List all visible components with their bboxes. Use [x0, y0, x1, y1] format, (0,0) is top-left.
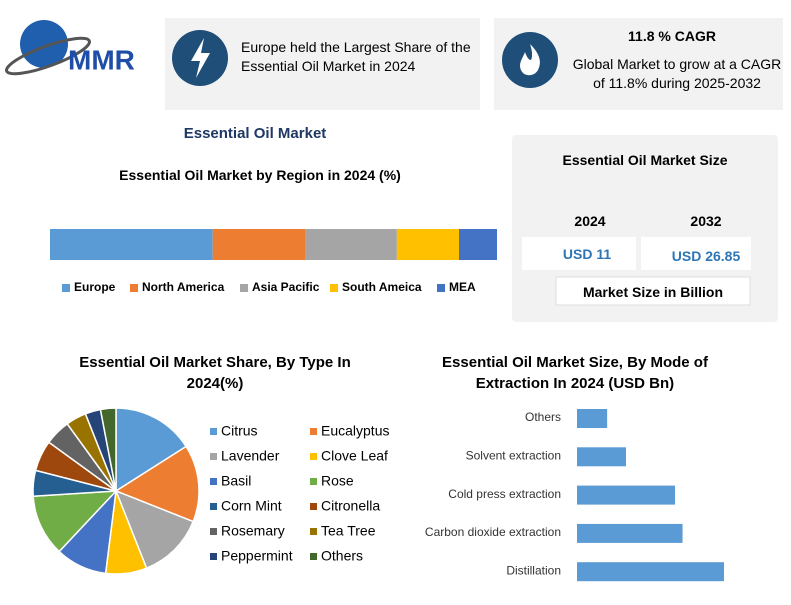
year: 2024 [574, 213, 606, 229]
legend-swatch [130, 284, 138, 292]
main-title: Essential Oil Market [183, 125, 327, 142]
bar [577, 485, 675, 505]
size-title: Essential Oil Market Size [562, 152, 728, 168]
legend-swatch [310, 503, 317, 510]
bolt-icon [191, 38, 210, 78]
legend-swatch [330, 284, 338, 292]
legend-swatch [210, 453, 217, 460]
legend-label: Peppermint [221, 548, 293, 564]
legend-label: Europe [74, 280, 116, 294]
legend-label: Lavender [221, 448, 280, 464]
category-label: Carbon dioxide extraction [425, 525, 561, 539]
size-box [512, 135, 778, 322]
bar-segment [305, 229, 397, 260]
legend-swatch [437, 284, 445, 292]
legend-swatch [310, 478, 317, 485]
bar [577, 409, 608, 428]
legend-label: Eucalyptus [321, 423, 389, 439]
legend-label: Others [321, 548, 363, 564]
category-label: Others [525, 410, 561, 424]
legend-swatch [310, 428, 317, 435]
size-note: Market Size in Billion [582, 284, 724, 300]
legend-swatch [62, 284, 70, 292]
legend-label: Basil [221, 473, 251, 489]
legend-label: Asia Pacific [252, 280, 320, 294]
legend-swatch [310, 528, 317, 535]
legend-label: MEA [449, 280, 476, 294]
bar [577, 447, 626, 467]
bar-segment [396, 229, 460, 260]
category-label: Distillation [506, 563, 561, 577]
bar-segment [459, 229, 497, 260]
pie-slice [99, 407, 117, 492]
category-label: Solvent extraction [466, 448, 561, 462]
chart-title: Essential Oil Market Size, By Mode of Ex… [442, 354, 708, 392]
legend-swatch [310, 453, 317, 460]
legend-swatch [210, 553, 217, 560]
legend-swatch [210, 528, 217, 535]
card-text: Global Market to grow at a CAGR of 11.8%… [572, 56, 782, 91]
size-value: USD 11 [562, 246, 612, 262]
legend-swatch [210, 478, 217, 485]
bar [577, 523, 683, 543]
legend-label: Rosemary [221, 523, 285, 539]
year: 2032 [690, 213, 722, 229]
legend-label: South Ameica [342, 280, 422, 294]
legend-label: Citronella [321, 498, 380, 514]
bar-segment [212, 229, 306, 260]
chart-title: Essential Oil Market Share, By Type In 2… [79, 354, 351, 392]
logo-text: MMR [68, 44, 135, 75]
chart-title: Essential Oil Market by Region in 2024 (… [119, 167, 401, 183]
logo-globe [20, 20, 68, 68]
value-box [522, 237, 636, 270]
legend-label: Corn Mint [221, 498, 282, 514]
legend-label: Tea Tree [321, 523, 376, 539]
pie-slice [114, 445, 200, 523]
bar [577, 562, 724, 582]
legend-swatch [210, 428, 217, 435]
pie-slice [114, 489, 195, 570]
flame-icon [520, 44, 540, 76]
value-box [641, 237, 751, 270]
legend-swatch [210, 503, 217, 510]
legend-label: Rose [321, 473, 354, 489]
pie-slice [32, 490, 118, 553]
legend-label: Citrus [221, 423, 258, 439]
category-label: Cold press extraction [448, 487, 561, 501]
legend-swatch [310, 553, 317, 560]
pie-slice [115, 407, 188, 493]
legend-swatch [240, 284, 248, 292]
note-box [555, 276, 751, 306]
card-text: Europe held the Largest Share of the Ess… [241, 39, 471, 74]
logo-swoosh [5, 36, 91, 76]
card-title: 11.8 % CAGR [628, 28, 716, 44]
legend-label: North America [142, 280, 225, 294]
size-value: USD 26.85 [671, 248, 741, 264]
legend-label: Clove Leaf [321, 448, 388, 464]
bar-segment [50, 229, 213, 260]
